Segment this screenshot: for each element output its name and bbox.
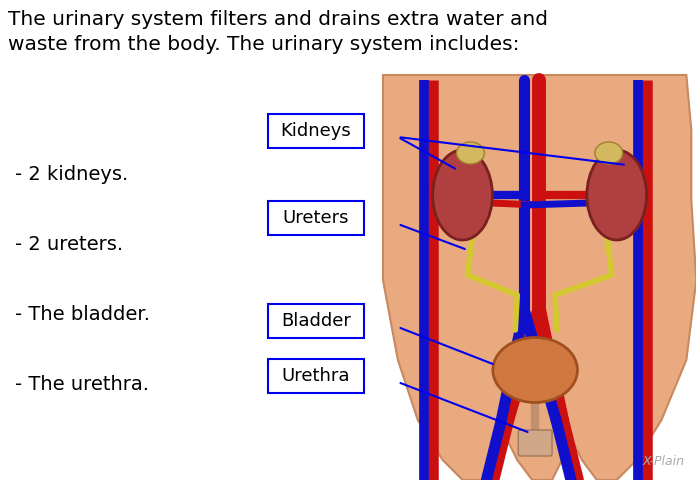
FancyBboxPatch shape — [267, 359, 364, 393]
Text: - The bladder.: - The bladder. — [15, 305, 150, 324]
Text: The urinary system filters and drains extra water and
waste from the body. The u: The urinary system filters and drains ex… — [8, 10, 548, 54]
Ellipse shape — [587, 150, 647, 240]
FancyBboxPatch shape — [267, 114, 364, 148]
Text: - 2 ureters.: - 2 ureters. — [15, 236, 123, 254]
Text: Bladder: Bladder — [281, 312, 351, 330]
Polygon shape — [383, 75, 696, 480]
FancyBboxPatch shape — [518, 430, 552, 456]
Text: Kidneys: Kidneys — [281, 122, 351, 140]
Ellipse shape — [595, 142, 623, 164]
Text: Ureters: Ureters — [283, 209, 349, 227]
FancyBboxPatch shape — [267, 304, 364, 338]
FancyBboxPatch shape — [267, 201, 364, 235]
Text: Urethra: Urethra — [281, 367, 350, 385]
Ellipse shape — [433, 150, 492, 240]
Ellipse shape — [456, 142, 484, 164]
Text: - 2 kidneys.: - 2 kidneys. — [15, 166, 128, 184]
Text: - The urethra.: - The urethra. — [15, 375, 149, 395]
Text: X-Plain: X-Plain — [643, 455, 685, 468]
Ellipse shape — [493, 337, 578, 403]
